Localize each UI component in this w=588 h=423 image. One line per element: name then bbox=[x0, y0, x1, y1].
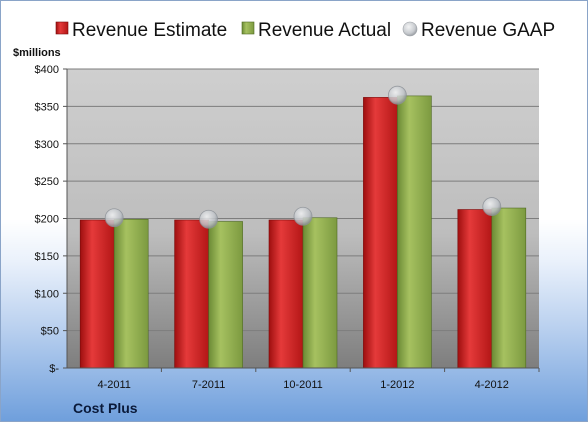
y-axis-unit-label: $millions bbox=[13, 47, 61, 59]
legend-item-revenue-actual: Revenue Actual bbox=[241, 20, 391, 41]
legend-swatch-revenue-actual bbox=[241, 21, 255, 35]
revenue-actual-bar bbox=[302, 217, 338, 369]
y-tick-label: $50 bbox=[41, 326, 59, 338]
y-tick-label: $100 bbox=[35, 288, 59, 300]
x-tick-label: 1-2012 bbox=[380, 379, 414, 391]
y-tick-label: $150 bbox=[35, 251, 59, 263]
revenue-actual-bar bbox=[491, 207, 527, 369]
revenue-estimate-bar bbox=[457, 209, 493, 369]
revenue-actual-bar bbox=[113, 218, 149, 369]
company-name: Cost Plus bbox=[73, 400, 138, 416]
legend-item-revenue-estimate: Revenue Estimate bbox=[55, 20, 227, 41]
revenue-estimate-bar bbox=[268, 219, 304, 369]
y-axis-tick-labels: $- $50 $100 $150 $200 $250 $300 $350 $400 bbox=[35, 64, 67, 375]
revenue-actual-bar bbox=[397, 95, 432, 369]
bars bbox=[79, 95, 527, 369]
legend-item-revenue-gaap: Revenue GAAP bbox=[402, 20, 555, 41]
revenue-estimate-bar bbox=[79, 219, 115, 369]
gaap-markers bbox=[104, 85, 502, 229]
x-tick-label: 7-2011 bbox=[192, 379, 225, 391]
x-axis-tick-labels: 4-2011 7-2011 10-2011 1-2012 4-2012 bbox=[97, 368, 540, 391]
legend-swatch-revenue-gaap bbox=[402, 21, 418, 37]
revenue-gaap-marker bbox=[199, 209, 219, 229]
revenue-estimate-bar bbox=[363, 97, 398, 369]
y-tick-label: $300 bbox=[35, 139, 59, 151]
revenue-gaap-marker bbox=[104, 208, 124, 228]
legend-label-revenue-estimate: Revenue Estimate bbox=[72, 20, 227, 41]
revenue-gaap-marker bbox=[387, 85, 407, 105]
revenue-actual-bar bbox=[208, 221, 243, 369]
y-tick-label: $200 bbox=[35, 214, 59, 226]
y-tick-label: $- bbox=[49, 363, 59, 375]
legend-label-revenue-gaap: Revenue GAAP bbox=[421, 20, 555, 41]
legend-swatch-revenue-estimate bbox=[55, 21, 69, 35]
y-tick-label: $250 bbox=[35, 176, 59, 188]
x-tick-label: 4-2012 bbox=[475, 379, 509, 391]
legend: Revenue Estimate Revenue Actual Revenue … bbox=[55, 20, 555, 41]
y-tick-label: $400 bbox=[35, 64, 59, 76]
x-tick-label: 4-2011 bbox=[97, 379, 130, 391]
legend-label-revenue-actual: Revenue Actual bbox=[258, 20, 391, 41]
revenue-gaap-marker bbox=[293, 206, 313, 226]
revenue-estimate-bar bbox=[174, 219, 209, 369]
y-tick-label: $350 bbox=[35, 101, 59, 113]
revenue-gaap-marker bbox=[482, 197, 502, 216]
x-tick-label: 10-2011 bbox=[283, 379, 323, 391]
